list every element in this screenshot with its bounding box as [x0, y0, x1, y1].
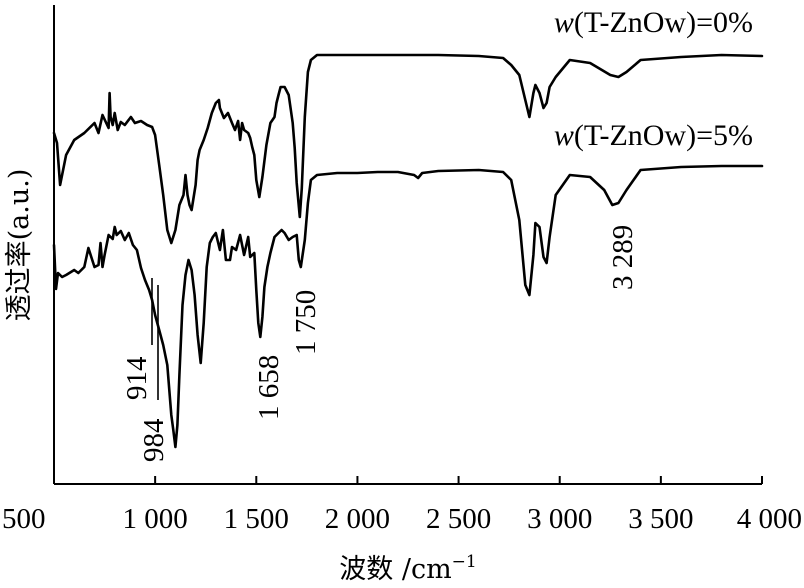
peak-label: 984	[138, 418, 170, 462]
x-tick-label: 1 000	[123, 503, 188, 535]
peak-label: 914	[121, 356, 153, 400]
peak-label: 1 750	[290, 290, 322, 355]
series-curves	[52, 53, 764, 449]
series-label-0pct: w(T-ZnOw)=0%	[554, 6, 753, 39]
peak-label: 1 658	[253, 355, 285, 420]
x-tick-label: 3 000	[527, 503, 592, 535]
x-tick-label: 2 500	[426, 503, 491, 535]
series-label-0pct-rest: (T-ZnOw)=0%	[574, 6, 753, 39]
series-label-5pct-italic: w	[554, 119, 574, 152]
x-tick-label: 1 500	[224, 503, 289, 535]
x-tick-label: 3 500	[628, 503, 693, 535]
series-line-0pct	[52, 53, 764, 245]
y-axis-title: 透过率(a.u.)	[4, 169, 35, 322]
peak-label: 3 289	[607, 225, 639, 290]
x-tick-label: 4 000	[737, 503, 802, 535]
series-line-5pct	[52, 164, 764, 449]
series-label-5pct: w(T-ZnOw)=5%	[554, 119, 753, 152]
x-tick-label: 500	[2, 503, 46, 535]
x-axis-title: 波数 /cm−1	[339, 552, 476, 585]
x-axis-title-sup: −1	[452, 552, 477, 572]
x-tick-label: 2 000	[325, 503, 390, 535]
x-axis-title-main: 波数 /cm	[339, 554, 451, 585]
x-axis-ticks: 500 1 000 1 500 2 000 2 500 3 000 3 500 4 000	[2, 476, 802, 535]
series-label-0pct-italic: w	[554, 6, 574, 39]
series-label-5pct-rest: (T-ZnOw)=5%	[574, 119, 753, 152]
